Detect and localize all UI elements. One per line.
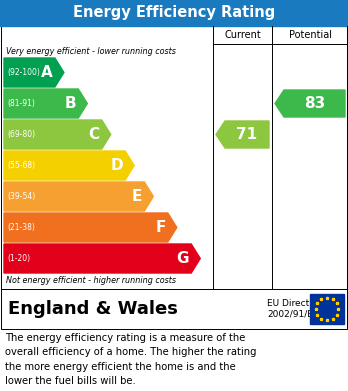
Text: D: D [111, 158, 123, 173]
Polygon shape [4, 244, 200, 273]
Text: 71: 71 [236, 127, 258, 142]
Text: Not energy efficient - higher running costs: Not energy efficient - higher running co… [6, 276, 176, 285]
Text: (39-54): (39-54) [7, 192, 35, 201]
Text: EU Directive: EU Directive [267, 300, 323, 308]
Text: 83: 83 [304, 96, 325, 111]
Text: (21-38): (21-38) [7, 223, 35, 232]
Text: Energy Efficiency Rating: Energy Efficiency Rating [73, 5, 275, 20]
Bar [1, 26, 347, 289]
Polygon shape [275, 90, 345, 117]
Text: (69-80): (69-80) [7, 130, 35, 139]
Text: G: G [177, 251, 189, 266]
Text: England & Wales: England & Wales [8, 300, 178, 318]
Text: Current: Current [224, 30, 261, 40]
Bar [1, 289, 347, 329]
Text: (92-100): (92-100) [7, 68, 40, 77]
Text: (81-91): (81-91) [7, 99, 35, 108]
Text: F: F [156, 220, 166, 235]
Polygon shape [4, 151, 134, 180]
Text: Potential: Potential [288, 30, 332, 40]
Text: B: B [65, 96, 76, 111]
Text: A: A [41, 65, 53, 80]
Text: Very energy efficient - lower running costs: Very energy efficient - lower running co… [6, 47, 176, 56]
Polygon shape [216, 121, 269, 148]
Text: (55-68): (55-68) [7, 161, 35, 170]
Polygon shape [4, 89, 87, 118]
Bar [0, 0, 348, 26]
Polygon shape [4, 58, 64, 87]
Text: C: C [89, 127, 100, 142]
Polygon shape [4, 120, 111, 149]
Bar [310, 294, 344, 324]
Text: 2002/91/EC: 2002/91/EC [267, 310, 319, 319]
Text: (1-20): (1-20) [7, 254, 30, 263]
Polygon shape [4, 213, 177, 242]
Text: The energy efficiency rating is a measure of the
overall efficiency of a home. T: The energy efficiency rating is a measur… [5, 333, 256, 386]
Polygon shape [4, 182, 153, 211]
Text: E: E [132, 189, 142, 204]
